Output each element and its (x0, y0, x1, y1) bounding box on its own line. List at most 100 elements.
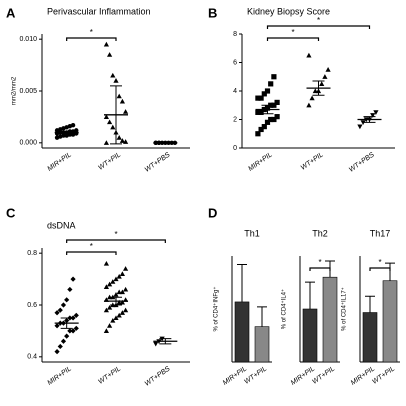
point (107, 304, 113, 310)
panel-letter: B (208, 5, 217, 20)
point (274, 99, 280, 105)
point (119, 310, 125, 315)
point (107, 52, 113, 57)
significance-label: * (378, 258, 381, 267)
y-tick-label: 6 (233, 59, 237, 66)
error-bar (257, 306, 267, 327)
chart-title: Th17 (370, 228, 391, 238)
error-bar (305, 281, 315, 309)
panel-letter: A (6, 5, 16, 20)
chart-title: Kidney Biopsy Score (247, 6, 330, 16)
significance-bracket (266, 25, 371, 29)
point (119, 138, 125, 143)
y-tick-label: 0.005 (19, 88, 37, 95)
point (261, 124, 267, 130)
point (107, 281, 113, 287)
bar (302, 308, 318, 363)
y-axis-label: % of CD4⁺INFg⁺ (213, 286, 220, 331)
y-tick-label: 2 (233, 116, 237, 123)
point (325, 67, 331, 72)
significance-label: * (291, 28, 294, 37)
point (103, 328, 109, 333)
point (54, 323, 60, 329)
point (116, 312, 122, 318)
point (74, 128, 79, 133)
point (103, 284, 109, 289)
x-tick-label: WT+PIL (311, 365, 336, 385)
point (60, 338, 67, 344)
point (258, 95, 264, 101)
significance-bracket (66, 251, 117, 255)
point (306, 52, 312, 58)
y-tick-label: 0.000 (19, 140, 37, 147)
error-bar (312, 80, 325, 96)
point (67, 328, 73, 334)
chart-title: dsDNA (47, 220, 76, 230)
y-tick-label: 0.4 (27, 354, 37, 361)
error-bar (60, 130, 73, 134)
significance-bracket (369, 267, 391, 271)
point (370, 113, 376, 118)
point (123, 266, 129, 271)
point (119, 289, 125, 295)
point (64, 297, 70, 303)
y-axis-label: mm2/mm2 (12, 76, 18, 105)
point (67, 286, 73, 293)
point (274, 114, 280, 120)
point (116, 93, 122, 99)
significance-label: * (114, 230, 117, 239)
x-tick-label: WT+PIL (97, 365, 122, 385)
error-bar (110, 85, 122, 145)
point (107, 323, 113, 328)
point (116, 273, 122, 279)
error-bar (363, 116, 376, 123)
point (57, 343, 63, 350)
point (268, 81, 274, 87)
x-tick-label: MIR+PIL (350, 365, 377, 387)
significance-bracket (266, 37, 320, 41)
point (360, 120, 366, 125)
point (123, 109, 129, 114)
y-axis-label: % of CD4⁺IL4⁺ (281, 289, 288, 329)
x-tick-label: MIR+PIL (46, 365, 73, 387)
y-tick-label: 0.6 (27, 302, 37, 309)
bar (234, 301, 250, 363)
point (103, 140, 109, 145)
panel-letter: C (6, 205, 16, 220)
point (319, 81, 325, 86)
y-tick-label: 0.010 (19, 36, 37, 43)
point (64, 333, 70, 339)
point (70, 315, 76, 321)
point (107, 119, 113, 125)
point (54, 349, 60, 355)
error-bar (385, 262, 395, 281)
point (119, 98, 125, 104)
bar (322, 276, 338, 363)
significance-label: * (90, 242, 93, 251)
significance-label: * (90, 28, 93, 37)
significance-label: * (317, 16, 320, 25)
point (113, 315, 119, 321)
point (70, 276, 76, 282)
x-tick-label: MIR+PIL (247, 151, 274, 173)
chart-title: Perivascular Inflammation (47, 6, 151, 16)
point (73, 325, 79, 331)
x-tick-label: WT+PIL (371, 365, 396, 385)
chart-title: Th2 (312, 228, 328, 238)
point (103, 307, 109, 313)
point (103, 41, 109, 47)
significance-bracket (66, 37, 117, 41)
x-tick-label: MIR+PIL (222, 365, 249, 387)
chart-title: Th1 (244, 228, 260, 238)
y-tick-label: 0 (233, 145, 237, 152)
significance-label: * (318, 258, 321, 267)
point (54, 310, 60, 316)
point (70, 328, 76, 334)
point (271, 74, 277, 80)
x-tick-label: WT+PBS (348, 151, 376, 174)
error-bar (60, 317, 73, 329)
error-bar (261, 104, 274, 115)
x-tick-label: WT+PIL (243, 365, 268, 385)
y-tick-label: 8 (233, 31, 237, 38)
